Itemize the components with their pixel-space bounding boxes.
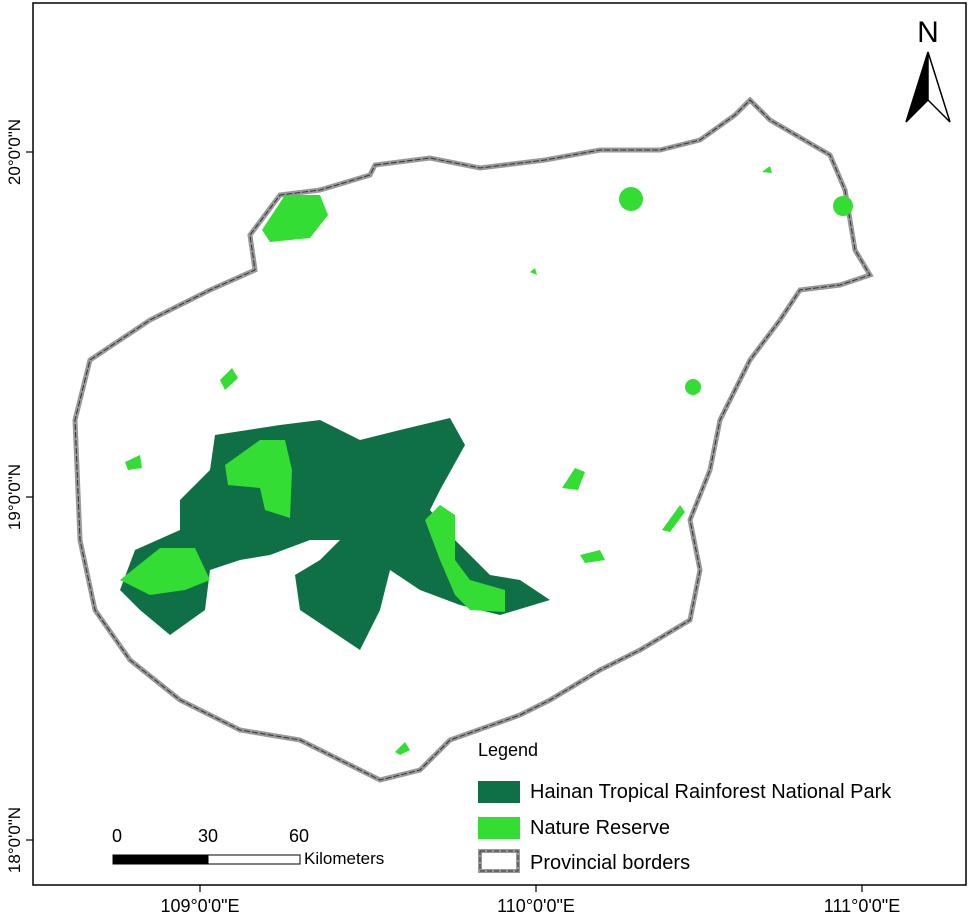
lon-label: 109°0'0"E <box>160 896 239 916</box>
north-label: N <box>917 16 939 49</box>
legend-swatch <box>478 849 520 873</box>
ticks <box>26 151 863 892</box>
lon-label: 111°0'0"E <box>824 896 900 916</box>
lat-label: 18°0'0"N <box>5 807 24 873</box>
scale-label: 60 <box>289 826 309 846</box>
nature-reserves <box>120 166 853 755</box>
lon-label: 110°0'0"E <box>497 896 575 916</box>
legend-label: Hainan Tropical Rainforest National Park <box>530 781 892 803</box>
lat-label: 19°0'0"N <box>5 464 24 530</box>
legend-label: Provincial borders <box>530 852 690 874</box>
island-border-inner <box>74 99 871 781</box>
scale-bar-segment <box>112 854 209 865</box>
scale-label: 30 <box>198 826 218 846</box>
legend-swatch <box>478 817 520 839</box>
legend-title: Legend <box>478 740 538 760</box>
legend-swatch-inner <box>479 850 519 872</box>
scale-unit: Kilometers <box>304 849 384 868</box>
scale-label: 0 <box>112 826 122 846</box>
legend-label: Nature Reserve <box>530 817 670 839</box>
north-arrow <box>905 51 951 123</box>
scale-bar-segment <box>207 854 301 865</box>
lat-label: 20°0'0"N <box>5 119 24 185</box>
legend-swatch <box>478 781 520 803</box>
